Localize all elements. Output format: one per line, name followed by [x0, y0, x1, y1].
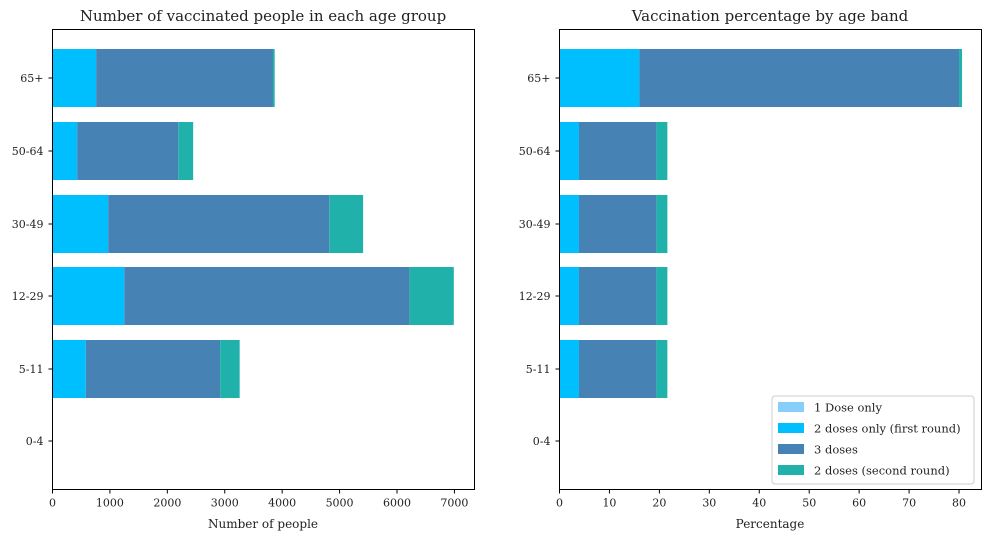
- bar-segment-50-64-s3: [656, 122, 668, 180]
- legend-swatch-dose2-second: [778, 465, 804, 475]
- legend-entry: 2 doses only (first round): [778, 422, 961, 436]
- bar-segment-50-64-s1: [52, 122, 78, 180]
- left-chart-axes-frame: [52, 29, 475, 490]
- right-chart-y-axis: 0-4 5-11 12-29 30-49 50-64 65+: [519, 72, 560, 448]
- x-tick-label: 20: [652, 497, 666, 510]
- bar-segment-12-29-s1: [52, 267, 125, 325]
- left-chart-x-label: Number of people: [208, 517, 318, 531]
- x-tick-label: 3000: [211, 497, 239, 510]
- right-chart-title: Vaccination percentage by age band: [631, 7, 909, 25]
- left-chart-y-axis: 0-4 5-11 12-29 30-49 50-64 65+: [12, 72, 53, 448]
- x-tick-label: 10: [602, 497, 616, 510]
- bar-segment-65+-s3: [272, 49, 275, 107]
- bar-segment-12-29-s3: [656, 267, 668, 325]
- bar-segment-5-11-s3: [656, 340, 668, 398]
- bar-segment-30-49-s1: [559, 195, 579, 253]
- bar-segment-50-64-s2: [77, 122, 179, 180]
- bar-segment-30-49-s2: [108, 195, 330, 253]
- bar-segment-65+-s1: [52, 49, 97, 107]
- x-tick-label: 7000: [440, 497, 468, 510]
- y-tick-label: 65+: [20, 72, 43, 85]
- x-tick-label: 40: [752, 497, 766, 510]
- legend-swatch-dose1: [778, 402, 804, 412]
- x-tick-label: 5000: [326, 497, 354, 510]
- legend-swatch-dose3: [778, 444, 804, 454]
- legend-label: 2 doses only (first round): [814, 422, 961, 436]
- bar-segment-65+-s2: [639, 49, 960, 107]
- bar-segment-50-64-s1: [559, 122, 579, 180]
- y-tick-label: 12-29: [519, 290, 551, 303]
- y-tick-label: 0-4: [533, 435, 551, 448]
- bar-segment-65+-s3: [959, 49, 963, 107]
- x-tick-label: 50: [802, 497, 816, 510]
- left-chart-panel: Number of vaccinated people in each age …: [12, 7, 475, 531]
- bar-segment-5-11-s1: [559, 340, 579, 398]
- y-tick-label: 12-29: [12, 290, 44, 303]
- bar-segment-12-29-s2: [124, 267, 410, 325]
- bar-segment-12-29-s3: [409, 267, 454, 325]
- right-chart-legend: 1 Dose only 2 doses only (first round) 3…: [771, 395, 975, 485]
- x-tick-label: 30: [702, 497, 716, 510]
- right-chart-x-label: Percentage: [736, 517, 805, 531]
- x-tick-label: 1000: [96, 497, 124, 510]
- bar-segment-30-49-s3: [329, 195, 364, 253]
- x-tick-label: 0: [49, 497, 56, 510]
- legend-entry: 2 doses (second round): [778, 464, 950, 478]
- y-tick-label: 5-11: [19, 363, 44, 376]
- y-tick-label: 50-64: [12, 145, 44, 158]
- bar-segment-30-49-s2: [578, 195, 657, 253]
- left-chart-bars: [52, 49, 454, 398]
- y-tick-label: 50-64: [519, 145, 551, 158]
- right-chart-axes-frame: [559, 29, 982, 490]
- y-tick-label: 5-11: [526, 363, 551, 376]
- legend-swatch-dose2-first: [778, 423, 804, 433]
- y-tick-label: 30-49: [519, 218, 551, 231]
- bar-segment-65+-s2: [96, 49, 273, 107]
- bar-segment-50-64-s3: [178, 122, 194, 180]
- legend-entry: 3 doses: [778, 443, 858, 457]
- bar-segment-12-29-s1: [559, 267, 579, 325]
- right-chart-bars: [559, 49, 963, 398]
- y-tick-label: 0-4: [26, 435, 44, 448]
- y-tick-label: 30-49: [12, 218, 44, 231]
- left-chart-x-axis: 0 1000 2000 3000 4000 5000 6000 7000: [49, 489, 468, 510]
- x-tick-label: 70: [902, 497, 916, 510]
- bar-segment-5-11-s2: [85, 340, 221, 398]
- legend-label: 3 doses: [814, 443, 858, 457]
- bar-segment-30-49-s3: [656, 195, 668, 253]
- bar-segment-5-11-s1: [52, 340, 86, 398]
- bar-segment-30-49-s1: [52, 195, 109, 253]
- legend-entry: 1 Dose only: [778, 401, 882, 415]
- bar-segment-65+-s1: [559, 49, 640, 107]
- bar-segment-5-11-s2: [578, 340, 657, 398]
- x-tick-label: 60: [852, 497, 866, 510]
- right-chart-panel: Vaccination percentage by age band 0-4 5-…: [519, 7, 982, 531]
- legend-frame: [771, 395, 975, 485]
- x-tick-label: 6000: [383, 497, 411, 510]
- bar-segment-12-29-s2: [578, 267, 657, 325]
- x-tick-label: 2000: [153, 497, 181, 510]
- right-chart-x-axis: 0 10 20 30 40 50 60 70 80: [556, 489, 966, 510]
- bar-segment-5-11-s3: [220, 340, 240, 398]
- bar-segment-50-64-s2: [578, 122, 657, 180]
- x-tick-label: 80: [952, 497, 966, 510]
- left-chart-title: Number of vaccinated people in each age …: [80, 7, 446, 25]
- x-tick-label: 4000: [268, 497, 296, 510]
- legend-label: 2 doses (second round): [814, 464, 950, 478]
- legend-label: 1 Dose only: [814, 401, 882, 415]
- y-tick-label: 65+: [527, 72, 550, 85]
- x-tick-label: 0: [556, 497, 563, 510]
